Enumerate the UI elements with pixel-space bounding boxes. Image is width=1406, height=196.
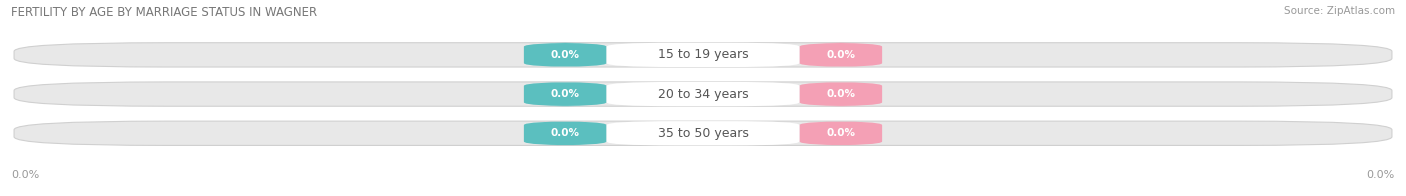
FancyBboxPatch shape bbox=[606, 121, 800, 145]
FancyBboxPatch shape bbox=[14, 43, 1392, 67]
Text: 0.0%: 0.0% bbox=[11, 170, 39, 180]
Text: 0.0%: 0.0% bbox=[551, 128, 579, 138]
FancyBboxPatch shape bbox=[14, 121, 1392, 145]
Legend: Married, Unmarried: Married, Unmarried bbox=[628, 193, 778, 196]
Text: 0.0%: 0.0% bbox=[827, 89, 855, 99]
FancyBboxPatch shape bbox=[800, 121, 882, 145]
FancyBboxPatch shape bbox=[800, 82, 882, 106]
FancyBboxPatch shape bbox=[524, 82, 606, 106]
Text: 0.0%: 0.0% bbox=[827, 128, 855, 138]
Text: 0.0%: 0.0% bbox=[551, 89, 579, 99]
FancyBboxPatch shape bbox=[524, 43, 606, 67]
FancyBboxPatch shape bbox=[800, 43, 882, 67]
Text: 15 to 19 years: 15 to 19 years bbox=[658, 48, 748, 61]
Text: FERTILITY BY AGE BY MARRIAGE STATUS IN WAGNER: FERTILITY BY AGE BY MARRIAGE STATUS IN W… bbox=[11, 6, 318, 19]
Text: 0.0%: 0.0% bbox=[551, 50, 579, 60]
FancyBboxPatch shape bbox=[606, 43, 800, 67]
FancyBboxPatch shape bbox=[14, 82, 1392, 106]
Text: Source: ZipAtlas.com: Source: ZipAtlas.com bbox=[1284, 6, 1395, 16]
FancyBboxPatch shape bbox=[524, 121, 606, 145]
FancyBboxPatch shape bbox=[606, 82, 800, 106]
Text: 0.0%: 0.0% bbox=[827, 50, 855, 60]
Text: 35 to 50 years: 35 to 50 years bbox=[658, 127, 748, 140]
Text: 20 to 34 years: 20 to 34 years bbox=[658, 88, 748, 101]
Text: 0.0%: 0.0% bbox=[1367, 170, 1395, 180]
